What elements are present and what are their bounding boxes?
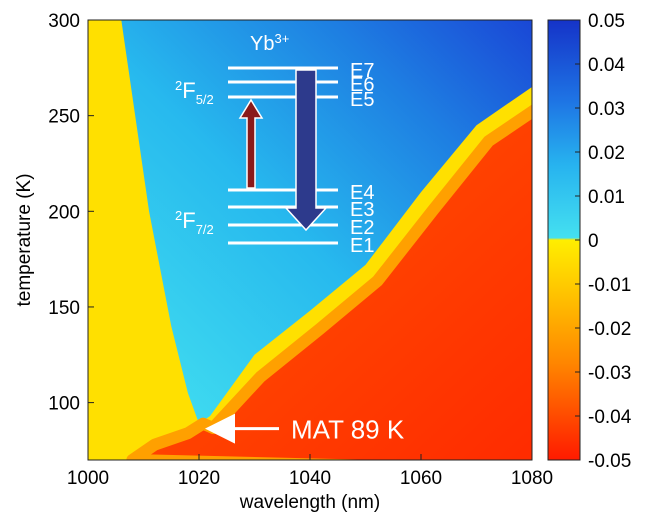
- x-tick-label: 1080: [511, 468, 553, 489]
- mat-label: MAT 89 K: [291, 415, 405, 445]
- colorbar-tick-label: 0.02: [588, 143, 625, 164]
- y-tick-label: 100: [48, 394, 80, 415]
- y-tick-label: 250: [48, 107, 80, 128]
- emission-arrow: [284, 69, 328, 232]
- energy-level-label: E1: [350, 235, 374, 257]
- colorbar-tick-label: 0.05: [588, 11, 625, 32]
- colorbar-tick-label: -0.04: [588, 407, 632, 428]
- colorbar-tick-label: -0.03: [588, 363, 631, 384]
- excitation-arrow: [238, 98, 264, 189]
- energy-level-label: E3: [350, 199, 374, 221]
- x-tick-label: 1060: [400, 468, 442, 489]
- colorbar-tick-label: 0.03: [588, 99, 625, 120]
- energy-level-label: E4: [350, 182, 374, 204]
- y-tick-label: 300: [48, 11, 80, 32]
- colorbar-tick-label: -0.02: [588, 319, 631, 340]
- energy-level-label: E7: [350, 60, 374, 82]
- ion-label: Yb3+: [250, 31, 289, 55]
- colorbar-tick-label: 0: [588, 231, 599, 252]
- y-tick-label: 150: [48, 298, 80, 319]
- energy-level-label: E2: [350, 217, 374, 239]
- upper-manifold-label: 2F5/2: [175, 78, 214, 107]
- energy-level-label: E5: [350, 89, 374, 111]
- energy-level-label: E6: [350, 74, 374, 96]
- y-axis: 100 150 200 250 300: [48, 11, 94, 415]
- colorbar-tick-label: -0.05: [588, 451, 631, 472]
- x-axis: 1000 1020 1040 1060 1080: [67, 454, 553, 489]
- negative-region: [126, 104, 532, 460]
- lower-manifold-label: 2F7/2: [175, 208, 214, 237]
- colorbar: [547, 19, 581, 461]
- y-tick-label: 200: [48, 202, 80, 223]
- x-tick-label: 1040: [289, 468, 331, 489]
- positive-region: [121, 20, 532, 424]
- x-axis-label: wavelength (nm): [239, 492, 380, 513]
- colorbar-tick-label: -0.01: [588, 275, 631, 296]
- colorbar-tick-label: 0.01: [588, 187, 625, 208]
- colorbar-tick-label: 0.04: [588, 55, 625, 76]
- colorbar-ticks: 0.05 0.04 0.03 0.02 0.01 0 -0.01 -0.02 -0.03 -0.0…: [575, 11, 632, 472]
- y-axis-label: temperature (K): [14, 173, 35, 306]
- x-tick-label: 1020: [178, 468, 220, 489]
- x-tick-label: 1000: [67, 468, 109, 489]
